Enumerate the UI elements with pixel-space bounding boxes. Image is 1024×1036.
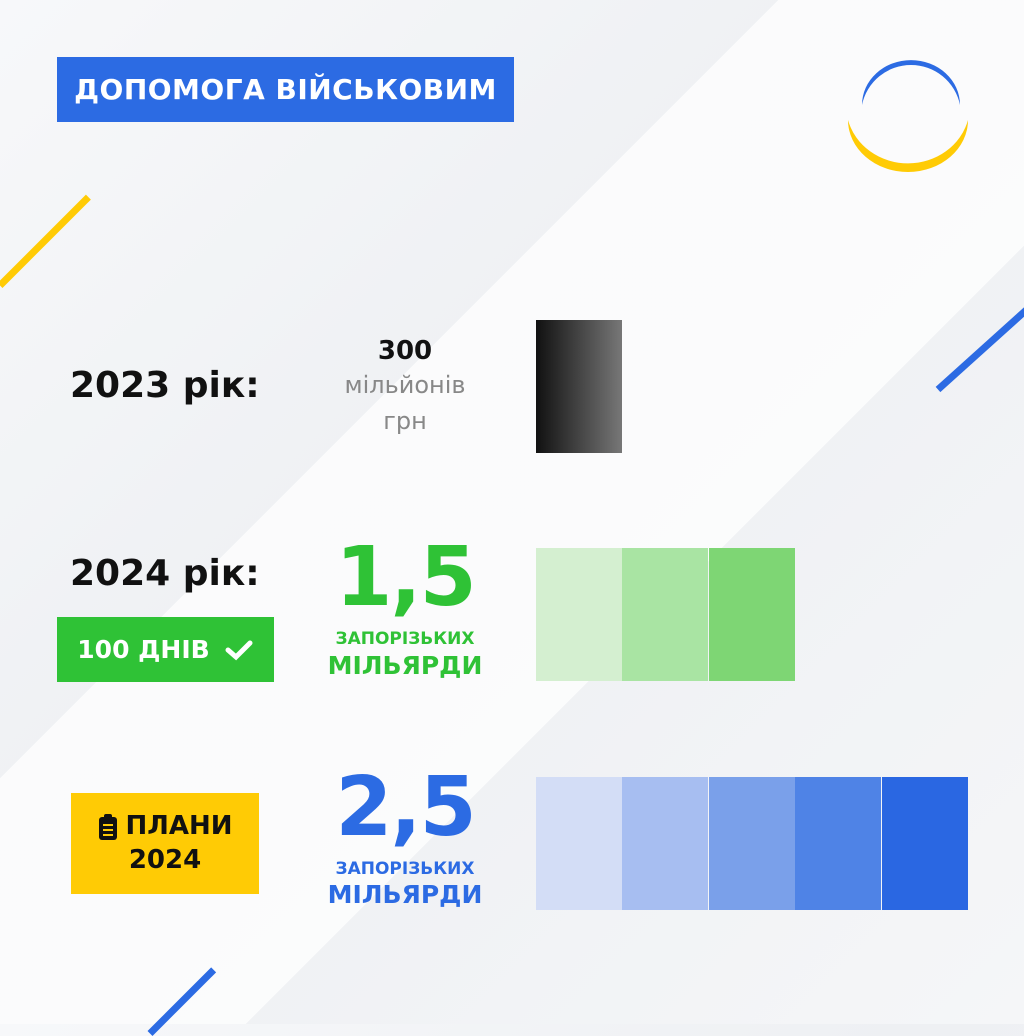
amount-2023: 300 xyxy=(377,336,433,366)
bar-block-3-4 xyxy=(795,777,882,910)
bar-block-3-1 xyxy=(536,777,622,910)
page-title: ДОПОМОГА ВІЙСЬКОВИМ xyxy=(57,57,514,122)
unit-plans-line2: МІЛЬЯРДИ xyxy=(327,880,483,909)
unit-2024-line2: МІЛЬЯРДИ xyxy=(327,651,483,680)
amount-2024: 1,5 xyxy=(335,530,476,625)
badge-plans-line2: 2024 xyxy=(128,844,202,875)
unit-plans-line1: ЗАПОРІЗЬКИХ xyxy=(335,859,475,879)
bar-block-2-2 xyxy=(622,548,709,681)
unit-2024-line1: ЗАПОРІЗЬКИХ xyxy=(335,629,475,649)
bar-block-1-1 xyxy=(536,320,622,453)
checkmark-icon xyxy=(225,640,253,660)
bar-block-3-5 xyxy=(881,777,968,910)
badge-100-days: 100 ДНІВ xyxy=(57,617,274,682)
clipboard-icon xyxy=(98,813,117,840)
bar-block-2-1 xyxy=(536,548,622,681)
bar-block-3-3 xyxy=(708,777,795,910)
unit-2023-line2: грн xyxy=(383,407,427,435)
logo-icon xyxy=(848,60,968,172)
bar-block-2-3 xyxy=(708,548,795,681)
bar-block-3-2 xyxy=(622,777,709,910)
unit-2023-line1: мільйонів xyxy=(344,371,466,399)
badge-plans-2024: ПЛАНИ 2024 xyxy=(71,793,259,894)
year-2023-label: 2023 рік: xyxy=(70,365,260,406)
amount-plans: 2,5 xyxy=(335,760,476,855)
badge-100-days-label: 100 ДНІВ xyxy=(77,635,210,664)
badge-plans-line1: ПЛАНИ xyxy=(125,810,233,841)
year-2024-label: 2024 рік: xyxy=(70,553,260,594)
